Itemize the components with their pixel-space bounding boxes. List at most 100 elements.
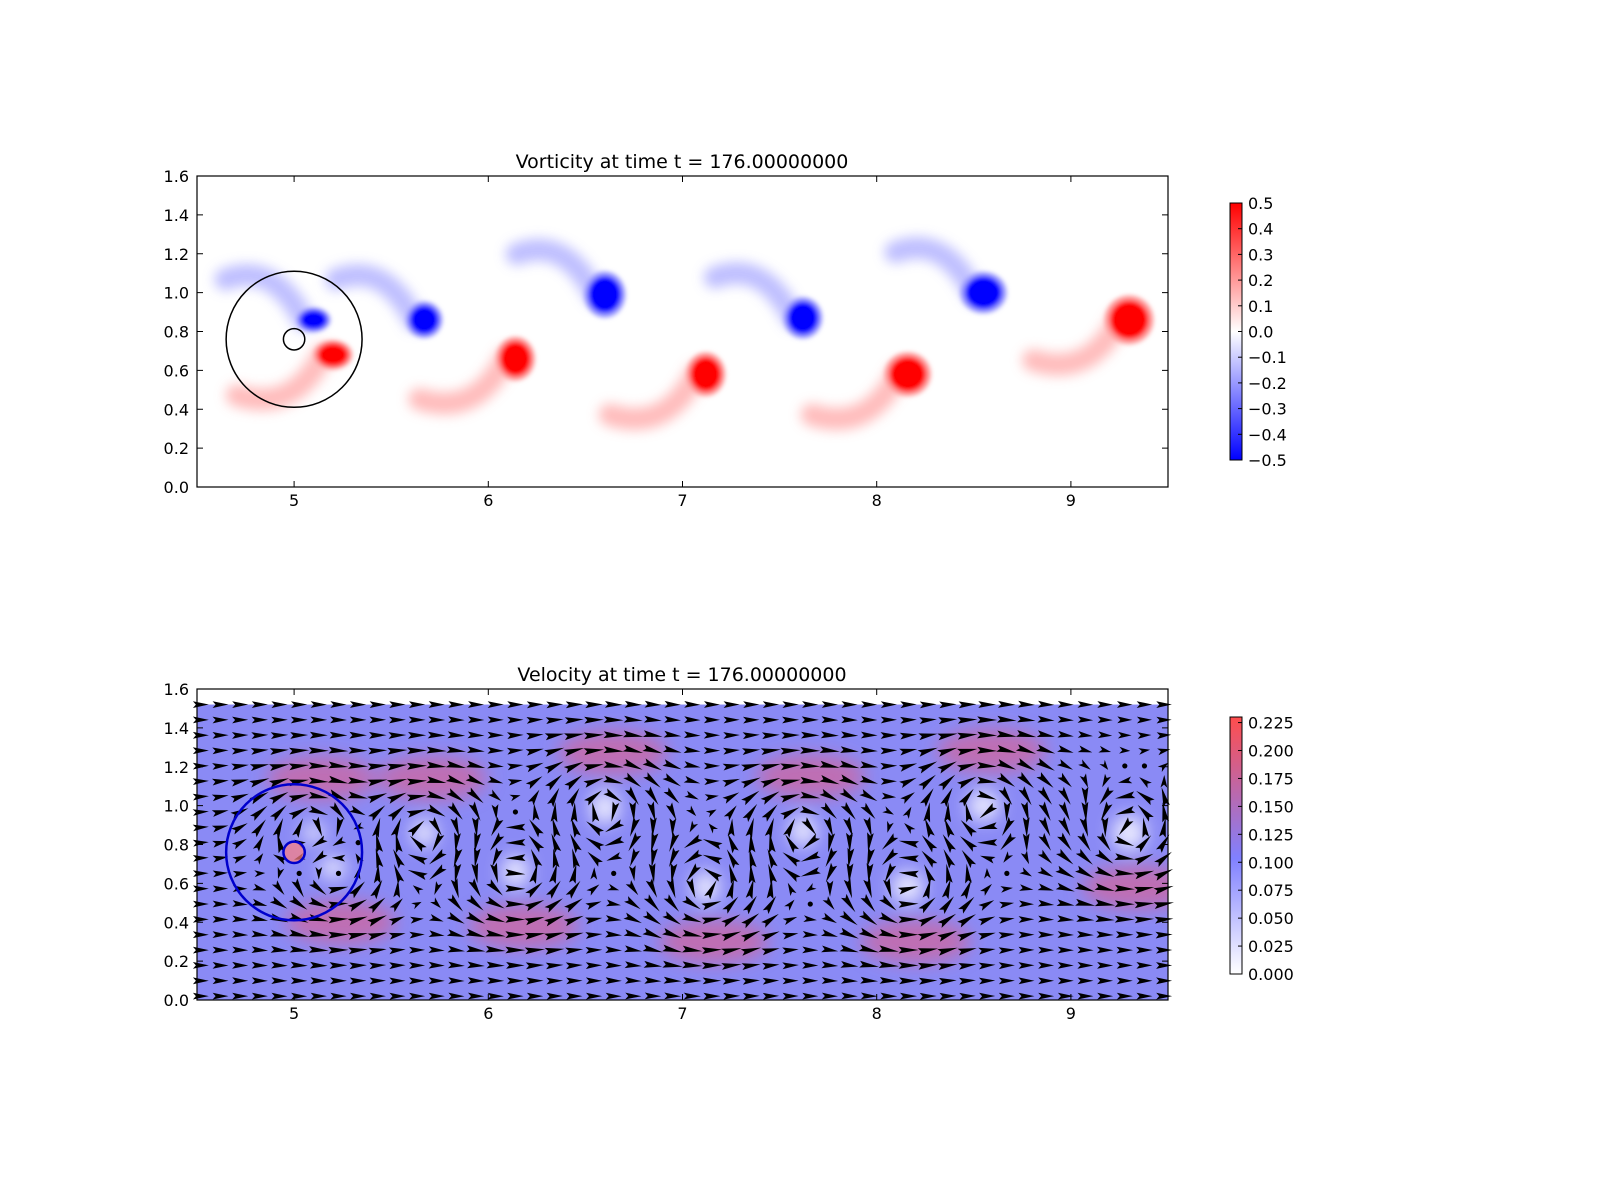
velocity-vector-arrow bbox=[410, 916, 424, 924]
velocity-vector-arrow bbox=[622, 758, 643, 770]
velocity-vector-arrow bbox=[1137, 804, 1154, 822]
velocity-vector-arrow bbox=[350, 992, 367, 1000]
velocity-vector-arrow bbox=[428, 701, 445, 708]
velocity-vector-arrow bbox=[387, 805, 405, 822]
velocity-vector-arrow bbox=[330, 977, 347, 985]
velocity-vector-arrow bbox=[1115, 791, 1136, 799]
velocity-vector-arrow bbox=[607, 883, 620, 891]
velocity-vector-arrow bbox=[368, 747, 388, 755]
velocity-vector-arrow bbox=[592, 802, 600, 823]
velocity-vector-arrow bbox=[230, 793, 249, 803]
vorticity-outer-circle bbox=[225, 270, 363, 409]
velocity-vector-arrow bbox=[468, 992, 485, 1000]
velocity-vector-arrow bbox=[375, 848, 384, 869]
velocity-vector-arrow bbox=[428, 977, 445, 985]
vorticity-x-tick-label: 7 bbox=[677, 491, 687, 510]
velocity-vector-arrow bbox=[821, 945, 839, 953]
velocity-vector-arrow bbox=[367, 932, 388, 941]
velocity-vector-arrow bbox=[290, 977, 308, 984]
velocity-vector-arrow bbox=[761, 804, 778, 822]
velocity-vector-arrow bbox=[663, 730, 682, 738]
velocity-vector-arrow bbox=[878, 928, 899, 938]
velocity-vector-arrow bbox=[821, 961, 839, 969]
velocity-vector-arrow bbox=[349, 731, 367, 739]
velocity-vector-arrow bbox=[938, 977, 957, 985]
velocity-vector-arrow bbox=[212, 992, 229, 1000]
velocity-vector-arrow bbox=[367, 793, 388, 804]
velocity-vector-arrow bbox=[564, 775, 583, 791]
velocity-vector-arrow bbox=[1094, 866, 1115, 877]
velocity-vector-arrow bbox=[271, 992, 288, 1000]
velocity-vector-dot bbox=[611, 870, 617, 876]
velocity-vector-arrow bbox=[390, 817, 401, 838]
velocity-vector-arrow bbox=[389, 962, 406, 970]
vortex-negative bbox=[299, 310, 328, 330]
velocity-vector-arrow bbox=[840, 746, 859, 753]
vorticity-colorbar-tick-label: 0.5 bbox=[1248, 194, 1273, 213]
velocity-vector-arrow bbox=[525, 776, 543, 790]
velocity-vector-arrow bbox=[917, 948, 939, 955]
velocity-vector-arrow bbox=[409, 946, 426, 954]
velocity-vector-arrow bbox=[525, 762, 544, 773]
velocity-vector-arrow bbox=[564, 733, 585, 741]
velocity-vector-arrow bbox=[1102, 773, 1112, 788]
vorticity-title: Vorticity at time t = 176.00000000 bbox=[516, 151, 849, 173]
velocity-vector-arrow bbox=[368, 897, 386, 914]
velocity-vector-arrow bbox=[1096, 931, 1114, 938]
velocity-vector-arrow bbox=[666, 878, 676, 899]
velocity-vector-arrow bbox=[212, 716, 229, 724]
velocity-vector-arrow bbox=[723, 805, 737, 821]
velocity-vector-arrow bbox=[251, 819, 266, 838]
velocity-vector-arrow bbox=[526, 717, 544, 724]
velocity-vector-arrow bbox=[308, 777, 329, 784]
velocity-vector-arrow bbox=[564, 932, 584, 940]
velocity-vector-arrow bbox=[980, 883, 992, 896]
vorticity-colorbar-tick-label: −0.4 bbox=[1248, 425, 1287, 444]
vorticity-shear-layer bbox=[225, 343, 334, 411]
velocity-vector-arrow bbox=[684, 834, 703, 849]
velocity-vector-arrow bbox=[1003, 801, 1011, 822]
velocity-vector-arrow bbox=[741, 763, 761, 772]
velocity-vector-arrow bbox=[839, 944, 859, 953]
velocity-vector-arrow bbox=[312, 850, 328, 864]
velocity-vector-arrow bbox=[643, 715, 662, 723]
velocity-vector-arrow bbox=[625, 786, 639, 805]
velocity-vector-arrow bbox=[978, 900, 995, 911]
velocity-vector-arrow bbox=[586, 884, 600, 896]
velocity-vector-arrow bbox=[308, 914, 329, 922]
velocity-vector-arrow bbox=[605, 992, 622, 1000]
velocity-vector-arrow bbox=[822, 896, 835, 910]
velocity-vector-arrow bbox=[1095, 915, 1115, 923]
velocity-vector-arrow bbox=[583, 732, 604, 740]
velocity-vector-arrow bbox=[212, 870, 229, 878]
velocity-vector-arrow bbox=[407, 747, 428, 755]
velocity-vector-arrow bbox=[412, 885, 424, 895]
velocity-vector-arrow bbox=[623, 730, 644, 738]
velocity-vector-arrow bbox=[821, 701, 839, 708]
velocity-vector-arrow bbox=[628, 865, 636, 882]
velocity-vector-arrow bbox=[919, 701, 937, 709]
velocity-vector-arrow bbox=[805, 883, 817, 892]
velocity-vector-arrow bbox=[563, 915, 584, 927]
velocity-vector-arrow bbox=[1077, 731, 1093, 738]
velocity-vector-arrow bbox=[232, 946, 249, 954]
velocity-vector-arrow bbox=[801, 716, 819, 724]
velocity-vector-arrow bbox=[743, 701, 760, 708]
vorticity-axis-ticks: 5 6 7 8 9 0.0 0.2 0.4 0.6 0.8 1.0 1.2 1.4 1.6 bbox=[164, 167, 1168, 510]
velocity-vector-arrow bbox=[821, 929, 838, 937]
velocity-vector-arrow bbox=[309, 961, 328, 969]
velocity-vector-arrow bbox=[1142, 817, 1150, 838]
velocity-vector-arrow bbox=[564, 898, 583, 913]
velocity-vector-arrow bbox=[232, 977, 249, 985]
velocity-vector-arrow bbox=[866, 863, 874, 884]
velocity-vector-arrow bbox=[563, 761, 584, 774]
velocity-vector-arrow bbox=[957, 931, 977, 942]
velocity-vector-arrow bbox=[782, 962, 799, 970]
velocity-vector-arrow bbox=[1079, 816, 1089, 837]
velocity-vector-arrow bbox=[586, 821, 604, 837]
velocity-vector-arrow bbox=[703, 747, 721, 754]
velocity-vector-arrow bbox=[898, 886, 919, 895]
velocity-vector-arrow bbox=[251, 930, 269, 938]
velocity-vector-arrow bbox=[211, 825, 229, 833]
velocity-vector-arrow bbox=[388, 947, 406, 955]
